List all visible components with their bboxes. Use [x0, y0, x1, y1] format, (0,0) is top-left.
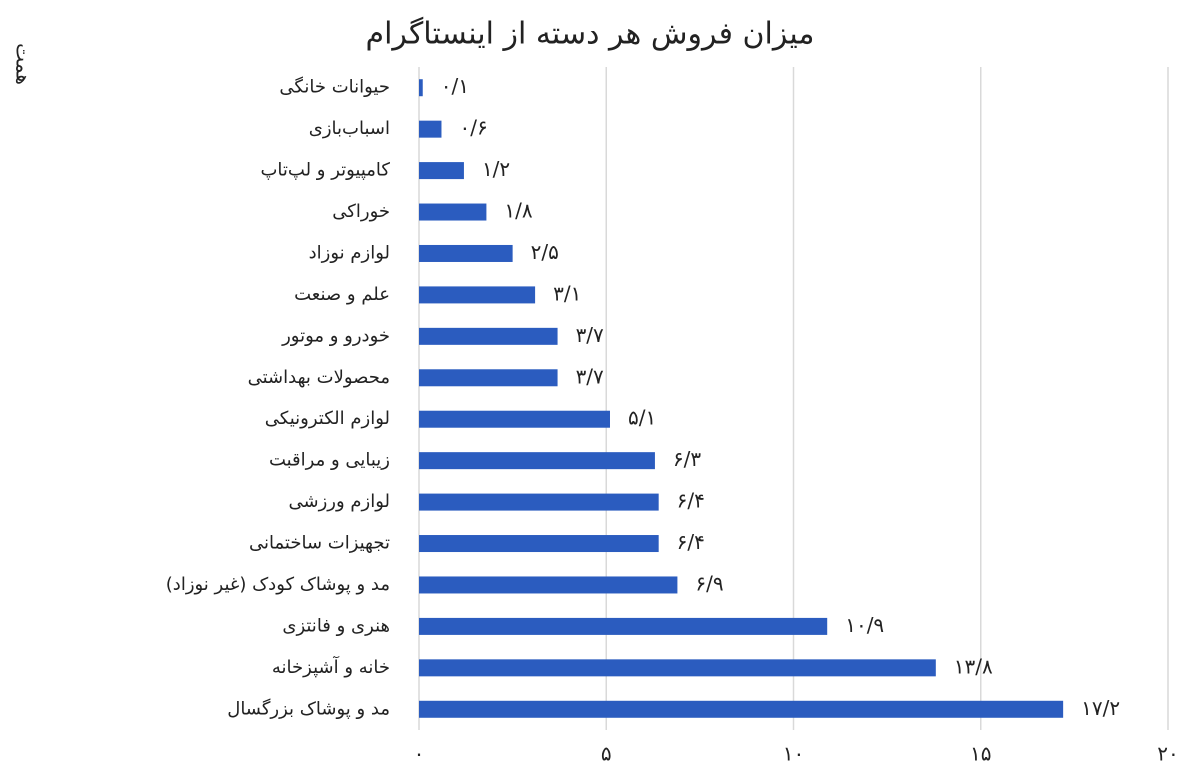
bar	[419, 327, 558, 345]
y-tick-label: تجهیزات ساختمانی	[249, 533, 390, 554]
chart-title: میزان فروش هر دسته از اینستاگرام	[366, 17, 815, 52]
x-tick-label: ۱۵	[970, 742, 991, 766]
data-label: ۳/۱	[553, 281, 581, 305]
x-tick-label: ۲۰	[1157, 742, 1178, 766]
x-tick-label: ۱۰	[783, 742, 804, 766]
y-tick-label: لوازم الکترونیکی	[265, 408, 390, 429]
data-label: ۶/۴	[677, 489, 705, 513]
data-label: ۳/۷	[576, 364, 604, 388]
bar	[419, 617, 828, 635]
data-label: ۵/۱	[628, 406, 656, 430]
bar	[419, 410, 610, 428]
bar	[419, 452, 655, 470]
y-axis-label: همت	[12, 43, 36, 85]
data-label: ۱۷/۲	[1081, 696, 1120, 720]
bar	[419, 659, 936, 677]
y-tick-label: مد و پوشاک کودک (غیر نوزاد)	[166, 574, 390, 595]
bar	[419, 286, 536, 304]
y-tick-label: لوازم ورزشی	[288, 491, 390, 512]
data-label: ۰/۱	[441, 74, 469, 98]
bar	[419, 576, 678, 594]
x-tick-label: ۵	[601, 742, 612, 766]
y-tick-label: زیبایی و مراقبت	[269, 450, 390, 471]
data-label: ۶/۹	[695, 571, 723, 595]
bar	[419, 700, 1064, 718]
y-tick-label: هنری و فانتزی	[282, 615, 390, 636]
y-tick-label: مد و پوشاک بزرگسال	[227, 697, 390, 719]
data-label: ۱۰/۹	[845, 613, 884, 637]
bar	[419, 244, 513, 262]
data-label: ۱/۲	[482, 157, 510, 181]
bar	[419, 535, 659, 553]
y-tick-label: خوراکی	[332, 201, 390, 222]
bar	[419, 120, 442, 138]
y-tick-label: محصولات بهداشتی	[248, 367, 390, 388]
data-label: ۳/۷	[576, 323, 604, 347]
y-tick-label: کامپیوتر و لپ‌تاپ	[260, 160, 390, 181]
y-tick-label: لوازم نوزاد	[309, 242, 390, 263]
data-label: ۶/۴	[677, 530, 705, 554]
y-tick-label: خودرو و موتور	[281, 325, 390, 346]
x-tick-label: ۰	[414, 742, 425, 766]
y-tick-label: اسباب‌بازی	[309, 118, 390, 139]
bar	[419, 79, 423, 97]
bar	[419, 369, 558, 387]
bar	[419, 162, 464, 180]
data-label: ۲/۵	[531, 240, 559, 264]
data-label: ۱۳/۸	[954, 654, 993, 678]
y-tick-label: علم و صنعت	[294, 284, 390, 305]
bar	[419, 493, 659, 511]
data-label: ۰/۶	[459, 116, 487, 140]
data-label: ۶/۳	[673, 447, 701, 471]
bar	[419, 203, 487, 221]
y-tick-label: حیوانات خانگی	[279, 76, 390, 98]
data-label: ۱/۸	[504, 199, 532, 223]
y-tick-label: خانه و آشپزخانه	[272, 655, 390, 678]
